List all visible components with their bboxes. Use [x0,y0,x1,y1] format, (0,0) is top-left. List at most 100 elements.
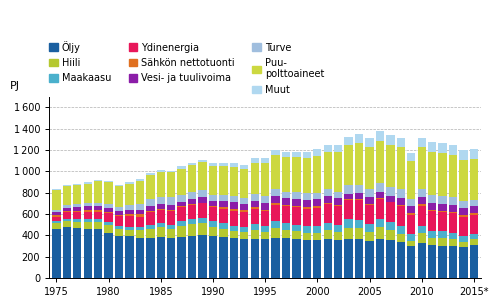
Bar [407,213,415,216]
Bar [52,221,60,223]
Bar [417,138,426,147]
Bar [428,195,436,203]
Bar [272,150,280,155]
Bar [355,220,363,228]
Bar [449,205,457,212]
Bar [459,159,467,201]
Bar [198,162,207,191]
Bar [428,210,436,211]
Bar [324,239,332,278]
Bar [345,219,353,228]
Bar [386,202,395,222]
Bar [250,163,259,194]
Bar [261,232,270,239]
Bar [292,206,300,207]
Bar [417,147,426,189]
Bar [376,239,384,278]
Bar [417,226,426,233]
Bar [94,210,102,212]
Bar [407,240,415,246]
Bar [407,216,415,234]
Bar [157,223,165,227]
Bar [438,196,447,204]
Bar [261,239,270,278]
Bar [272,205,280,221]
Bar [125,236,134,278]
Bar [240,198,248,204]
Bar [115,211,123,215]
Bar [209,221,217,227]
Bar [94,207,102,210]
Bar [292,157,300,192]
Bar [386,135,395,145]
Bar [470,239,478,245]
Bar [146,238,155,278]
Bar [303,158,311,193]
Bar [470,215,478,234]
Bar [73,219,82,222]
Bar [136,214,144,217]
Bar [146,206,155,211]
Bar [397,205,405,206]
Bar [115,185,123,186]
Bar [105,222,113,225]
Bar [365,204,374,205]
Bar [376,183,384,191]
Bar [250,194,259,201]
Bar [261,159,270,163]
Bar [198,198,207,203]
Bar [365,197,374,204]
Bar [334,198,342,205]
Bar [209,236,217,278]
Bar [240,227,248,232]
Bar [136,210,144,214]
Bar [397,138,405,147]
Bar [428,231,436,238]
Bar [105,212,113,213]
Bar [240,212,248,227]
Bar [209,195,217,201]
Bar [250,207,259,209]
Bar [240,239,248,278]
Bar [428,238,436,245]
Bar [470,200,478,206]
Bar [272,228,280,238]
Bar [105,182,113,204]
Bar [365,240,374,278]
Bar [282,191,290,198]
Bar [146,199,155,206]
Bar [365,205,374,224]
Bar [63,221,71,227]
Bar [157,204,165,209]
Bar [292,152,300,157]
Bar [63,219,71,221]
Bar [386,196,395,202]
Bar [115,186,123,207]
Bar [136,230,144,238]
Bar [115,216,123,226]
Bar [428,203,436,210]
Bar [83,229,92,278]
Bar [365,147,374,189]
Bar [198,235,207,278]
Bar [209,206,217,207]
Bar [428,211,436,231]
Bar [125,184,134,205]
Bar [282,198,290,205]
Bar [73,204,82,207]
Bar [188,199,196,204]
Bar [303,240,311,278]
Bar [303,207,311,209]
Bar [219,195,227,201]
Bar [73,222,82,228]
Bar [376,219,384,227]
Bar [365,232,374,240]
Bar [324,196,332,203]
Bar [449,198,457,205]
Bar [177,221,186,226]
Bar [345,228,353,239]
Bar [94,203,102,207]
Bar [157,209,165,210]
Bar [324,223,332,230]
Bar [324,145,332,152]
